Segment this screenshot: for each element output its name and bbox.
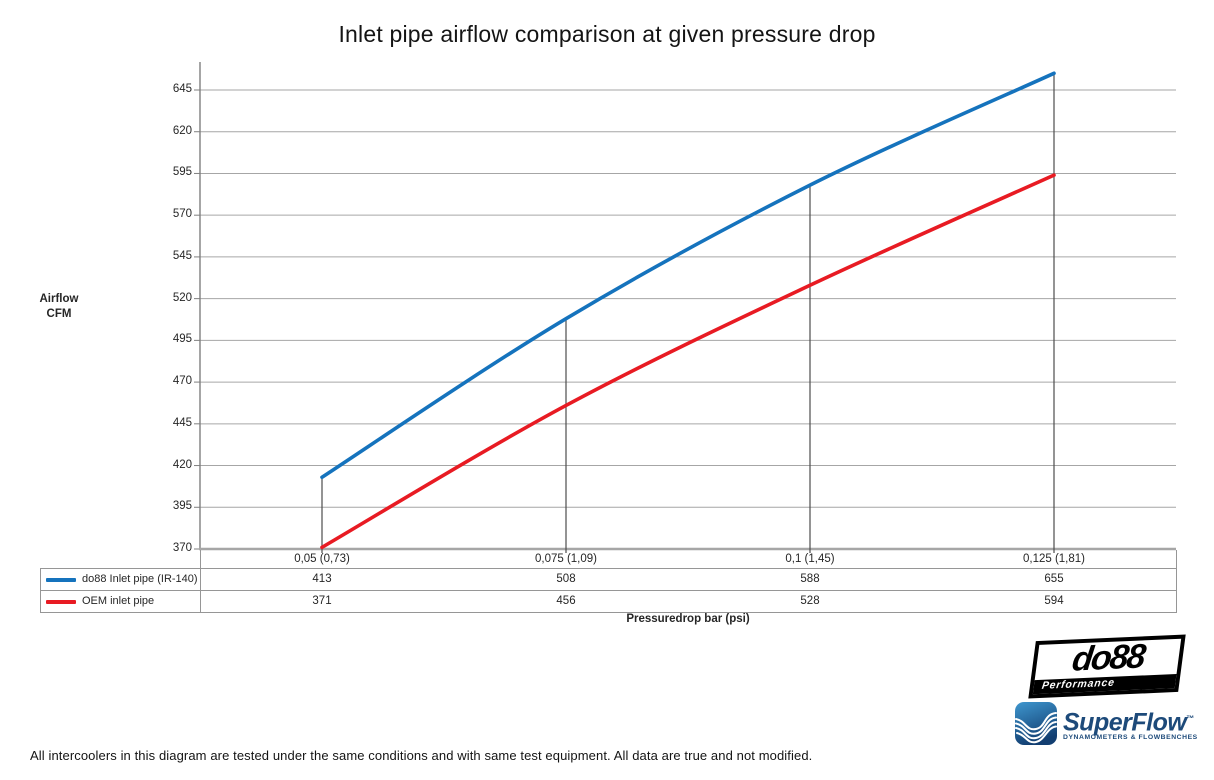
- y-axis-label: Airflow CFM: [26, 292, 92, 322]
- table-border-v: [200, 550, 201, 612]
- category-label: 0,125 (1,81): [1022, 553, 1085, 565]
- table-cell: 456: [556, 595, 576, 607]
- category-label: 0,05 (0,73): [294, 553, 350, 565]
- superflow-logo: SuperFlow™ DYNAMOMETERS & FLOWBENCHES: [1014, 701, 1200, 746]
- superflow-trademark: ™: [1186, 713, 1194, 723]
- legend-swatch: [46, 599, 76, 604]
- y-tick-label: 395: [172, 500, 192, 513]
- series-line-0: [320, 71, 1056, 480]
- superflow-subtitle: DYNAMOMETERS & FLOWBENCHES: [1063, 734, 1198, 742]
- y-tick-label: 470: [172, 375, 192, 388]
- legend-label: OEM inlet pipe: [82, 595, 155, 607]
- table-cell: 413: [312, 573, 332, 585]
- do88-logo: do88 Performance: [1028, 634, 1186, 699]
- superflow-name: SuperFlow™: [1063, 708, 1194, 737]
- footer-caption: All intercoolers in this diagram are tes…: [30, 748, 813, 763]
- x-axis-label: Pressuredrop bar (psi): [626, 613, 750, 625]
- table-cell: 371: [312, 595, 332, 607]
- legend-label: do88 Inlet pipe (IR-140): [82, 573, 198, 585]
- table-border-v: [1176, 550, 1177, 612]
- table-cell: 588: [800, 573, 820, 585]
- y-tick-label: 370: [172, 542, 192, 554]
- series-line-1: [320, 173, 1056, 550]
- y-tick-label: 645: [172, 83, 192, 95]
- superflow-text: SuperFlow™ DYNAMOMETERS & FLOWBENCHES: [1063, 706, 1200, 742]
- y-tick-label: 570: [172, 208, 192, 221]
- category-label: 0,075 (1,09): [534, 553, 597, 565]
- y-tick-label: 445: [172, 416, 192, 429]
- y-tick-label: 495: [172, 333, 192, 346]
- table-cell: 508: [556, 573, 576, 585]
- y-tick-label: 620: [172, 124, 192, 137]
- superflow-icon: [1015, 702, 1057, 745]
- category-label: 0,1 (1,45): [785, 553, 835, 565]
- table-border-h: [40, 568, 1177, 569]
- y-tick-label: 595: [172, 166, 192, 179]
- table-cell: 655: [1044, 573, 1064, 585]
- do88-logo-name: do88: [1069, 637, 1147, 679]
- y-tick-label: 520: [172, 291, 192, 304]
- table-border-v: [40, 568, 41, 612]
- y-tick-label: 420: [172, 458, 192, 471]
- y-axis-label-line1: Airflow: [39, 293, 79, 305]
- y-tick-label: 545: [172, 249, 192, 262]
- table-cell: 528: [800, 595, 820, 607]
- legend-swatch: [46, 577, 76, 582]
- table-border-h: [40, 590, 1177, 591]
- table-cell: 594: [1044, 595, 1064, 607]
- y-axis-label-line2: CFM: [46, 308, 72, 320]
- table-border-h: [40, 612, 1177, 613]
- chart-title: Inlet pipe airflow comparison at given p…: [338, 21, 876, 47]
